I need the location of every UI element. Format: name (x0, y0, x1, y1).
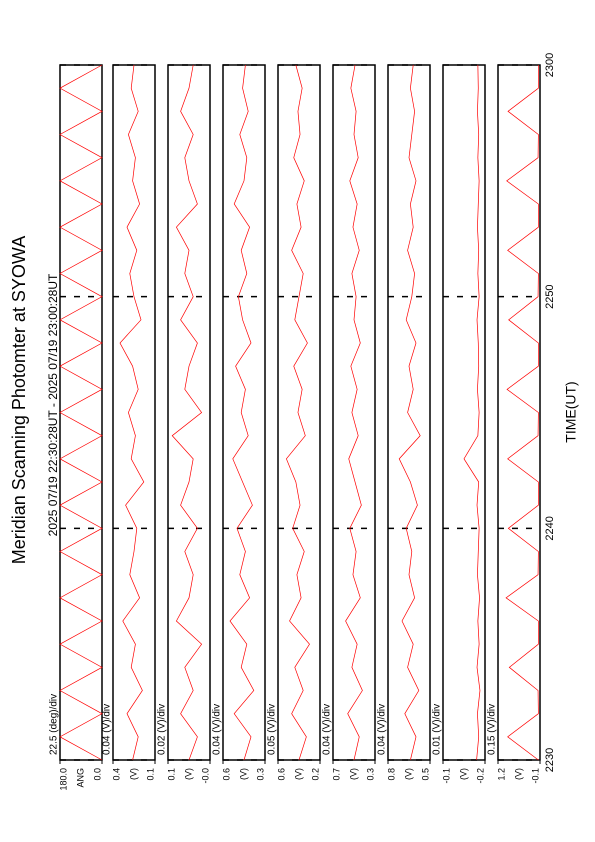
data-line (345, 64, 363, 761)
panel-frame (167, 64, 211, 761)
panel-scale: 0.04 (V)/div (212, 704, 223, 755)
chart-title: Meridian Scanning Photomter at SYOWA (9, 236, 29, 564)
data-line (119, 64, 145, 761)
y-tick-label: 1.2 (496, 768, 506, 781)
y-tick-label: 180.0 (58, 768, 68, 791)
data-line (59, 64, 103, 761)
panel-label: ANG (75, 768, 85, 788)
panel-scale: 0.04 (V)/div (322, 704, 333, 755)
data-line (229, 64, 255, 761)
y-tick-label: -0.2 (475, 768, 485, 784)
data-line (463, 64, 481, 761)
panel-frame (442, 64, 486, 761)
y-tick-label: -0.1 (530, 768, 540, 784)
panel-label: (V) (293, 768, 303, 780)
panel-scale: 0.02 (V)/div (157, 704, 168, 755)
panel-label: (V) (238, 768, 248, 780)
panel-label: (V) (513, 768, 523, 780)
data-line (171, 64, 203, 761)
data-line (505, 65, 539, 761)
y-tick-label: 0.2 (310, 768, 320, 781)
y-tick-label: -0.1 (441, 768, 451, 784)
panel-scale: 0.01 (V)/div (432, 704, 443, 755)
x-tick-label: 2230 (544, 748, 556, 772)
x-tick-label: 2250 (544, 284, 556, 308)
y-tick-label: 0.1 (145, 768, 155, 781)
y-tick-label: 0.3 (365, 768, 375, 781)
x-axis-label: TIME(UT) (563, 381, 579, 442)
panel-label: (V) (348, 768, 358, 780)
panel-scale: 0.15 (V)/div (487, 704, 498, 755)
x-tick-label: 2240 (544, 516, 556, 540)
panel-label: (V) (183, 768, 193, 780)
y-tick-label: 0.7 (331, 768, 341, 781)
y-tick-label: -0.0 (200, 768, 210, 784)
y-tick-label: 0.5 (420, 768, 430, 781)
y-tick-label: 0.1 (166, 768, 176, 781)
panel-scale: 0.05 (V)/div (267, 704, 278, 755)
rotated-chart: Meridian Scanning Photomter at SYOWA 202… (9, 53, 579, 791)
data-line (285, 64, 310, 761)
y-tick-label: 0.4 (111, 768, 121, 781)
y-tick-label: 0.3 (255, 768, 265, 781)
panel-label: (V) (403, 768, 413, 780)
chart-subtitle: 2025 07/19 22:30:28UT - 2025 07/19 23:00… (46, 273, 60, 536)
y-tick-label: 0.8 (386, 768, 396, 781)
panel-frame (497, 64, 541, 761)
y-tick-label: 0.0 (92, 768, 102, 781)
y-tick-label: 0.6 (221, 768, 231, 781)
panel-label: (V) (128, 768, 138, 780)
x-tick-label: 2300 (544, 53, 556, 77)
panel-label: (V) (458, 768, 468, 780)
y-tick-label: 0.6 (276, 768, 286, 781)
panel-frame (387, 64, 431, 761)
panel-scale: 22.5 (deg)/div (49, 694, 60, 755)
panel-scale: 0.04 (V)/div (102, 704, 113, 755)
data-line (398, 64, 421, 761)
panel-scale: 0.04 (V)/div (377, 704, 388, 755)
